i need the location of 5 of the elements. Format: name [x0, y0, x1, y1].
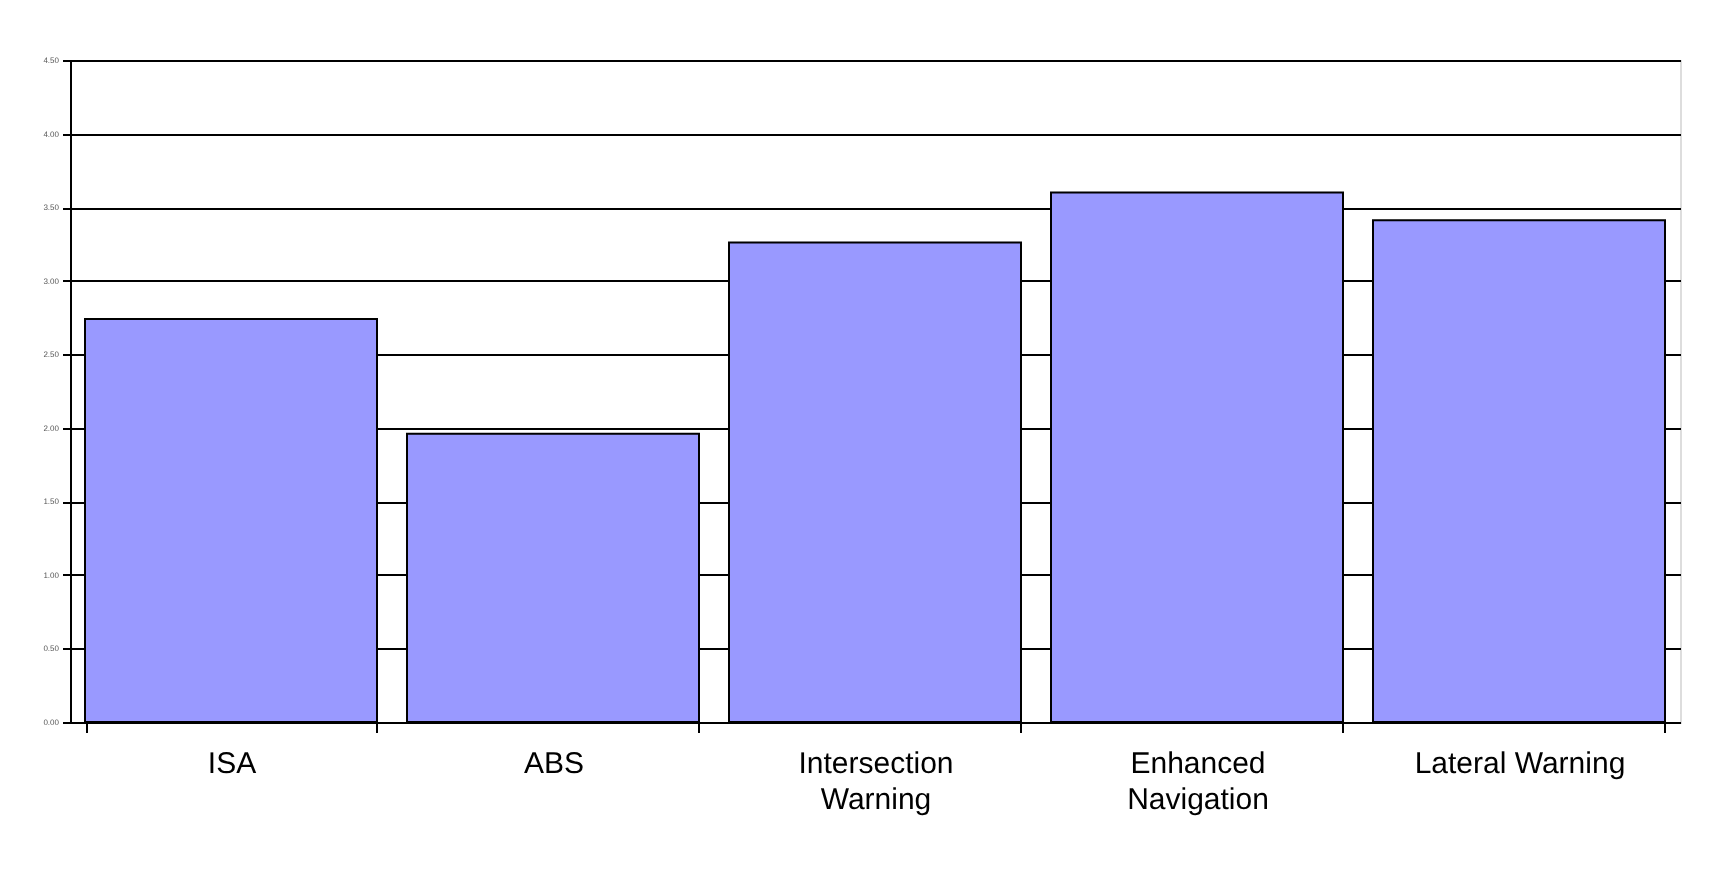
x-tick-label: ISA — [207, 747, 257, 781]
x-tick-label: ABS — [523, 747, 585, 781]
x-tick-label: Intersection Warning — [798, 747, 954, 817]
x-tick-label: Enhanced Navigation — [1127, 747, 1269, 817]
x-tick-label: Lateral Warning — [1414, 747, 1626, 781]
